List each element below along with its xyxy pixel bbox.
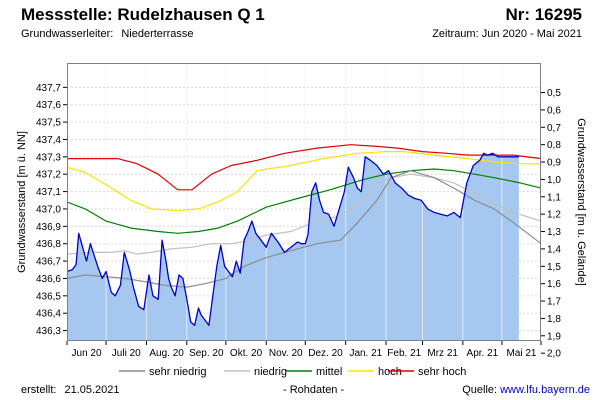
y-left-tick-label: 436,8 [36, 239, 61, 250]
source-label: Quelle: [462, 384, 498, 396]
y-right-axis-title: Grundwasserstand [m u. Gelände] [575, 118, 587, 286]
x-tick-label: Jun 20 [72, 348, 102, 359]
x-tick-label: Okt. 20 [230, 348, 263, 359]
created-info: erstellt: 21.05.2021 [21, 384, 120, 396]
y-right-tick-label: 1,9 [547, 331, 561, 342]
x-tick-label: Apr. 21 [467, 348, 499, 359]
y-left-tick-label: 437,3 [36, 152, 61, 163]
y-left-tick-label: 436,9 [36, 222, 61, 233]
y-left-tick-label: 437,5 [36, 118, 61, 129]
aquifer-label: Grundwasserleiter: [21, 28, 114, 40]
measured-fill [67, 153, 519, 341]
source-info: Quelle: www.lfu.bayern.de [462, 384, 590, 396]
y-right-tick-label: 0,7 [547, 123, 561, 134]
x-tick-label: Nov. 20 [269, 348, 303, 359]
y-right-tick-label: 1,6 [547, 279, 561, 290]
legend-label-sehr-niedrig: sehr niedrig [149, 366, 206, 378]
station-title: Messstelle: Rudelzhausen Q 1 [21, 5, 265, 24]
x-tick-label: Juli 20 [112, 348, 141, 359]
y-left-tick-label: 436,7 [36, 257, 61, 268]
y-left-tick-label: 436,6 [36, 274, 61, 285]
x-tick-label: Feb. 21 [387, 348, 421, 359]
y-left-tick-label: 437,7 [36, 83, 61, 94]
legend: sehr niedrig niedrig mittel hoch sehr hoch [119, 366, 466, 378]
y-right-tick-label: 0,9 [547, 158, 561, 169]
y-right-tick-label: 1,4 [547, 244, 561, 255]
y-right-tick-label: 1,7 [547, 297, 561, 308]
raw-data-note: - Rohdaten - [283, 384, 345, 396]
y-right-tick-label: 1,1 [547, 192, 561, 203]
source-link[interactable]: www.lfu.bayern.de [500, 384, 590, 396]
y-right-tick-label: 1,8 [547, 314, 561, 325]
y-right-tick-label: 1,3 [547, 227, 561, 238]
x-tick-label: Mai 21 [506, 348, 536, 359]
y-right-tick-label: 1,2 [547, 210, 561, 221]
created-label: erstellt: [21, 384, 57, 396]
legend-label-hoch: hoch [378, 366, 402, 378]
station-number: Nr: 16295 [505, 5, 582, 24]
legend-label-mittel: mittel [316, 366, 342, 378]
measured-line [66, 152, 519, 327]
legend-label-sehr-hoch: sehr hoch [418, 366, 466, 378]
created-date: 21.05.2021 [64, 384, 120, 396]
period-label: Zeitraum: Jun 2020 - Mai 2021 [432, 28, 582, 40]
y-left-tick-label: 437,2 [36, 170, 61, 181]
y-right-tick-label: 2,0 [547, 349, 561, 360]
y-left-tick-label: 437,1 [36, 187, 61, 198]
line-niedrig [66, 173, 542, 255]
y-left-tick-label: 436,4 [36, 309, 61, 320]
y-right-tick-label: 0,5 [547, 88, 561, 99]
x-tick-label: Jan. 21 [349, 348, 382, 359]
plot-frame [67, 63, 541, 341]
x-tick-label: Mrz 21 [427, 348, 458, 359]
y-left-tick-label: 437,4 [36, 135, 61, 146]
y-right-tick-label: 1,0 [547, 175, 561, 186]
y-right-tick-label: 0,6 [547, 105, 561, 116]
x-tick-label: Aug. 20 [149, 348, 184, 359]
legend-label-niedrig: niedrig [254, 366, 287, 378]
y-right-tick-label: 0,8 [547, 140, 561, 151]
line-hoch [66, 151, 541, 212]
x-tick-label: Dez. 20 [308, 348, 343, 359]
line-mittel [66, 168, 542, 234]
y-left-axis-title: Grundwasserstand [m ü. NN] [16, 131, 28, 273]
x-tick-label: Sep. 20 [189, 348, 224, 359]
y-left-tick-label: 437,0 [36, 204, 61, 215]
line-sehr-niedrig [66, 170, 542, 288]
y-left-tick-label: 436,3 [36, 326, 61, 337]
y-right-tick-label: 1,5 [547, 262, 561, 273]
aquifer-info: Grundwasserleiter: Niederterrasse [21, 28, 193, 40]
aquifer-value: Niederterrasse [121, 28, 194, 40]
axes: 436,3 436,4 436,5 436,6 436,7 436,8 436,9 437,0… [16, 83, 587, 360]
y-left-tick-label: 436,5 [36, 291, 61, 302]
y-left-tick-label: 437,6 [36, 100, 61, 111]
line-sehr-hoch [67, 144, 542, 191]
series-lines [66, 144, 542, 327]
